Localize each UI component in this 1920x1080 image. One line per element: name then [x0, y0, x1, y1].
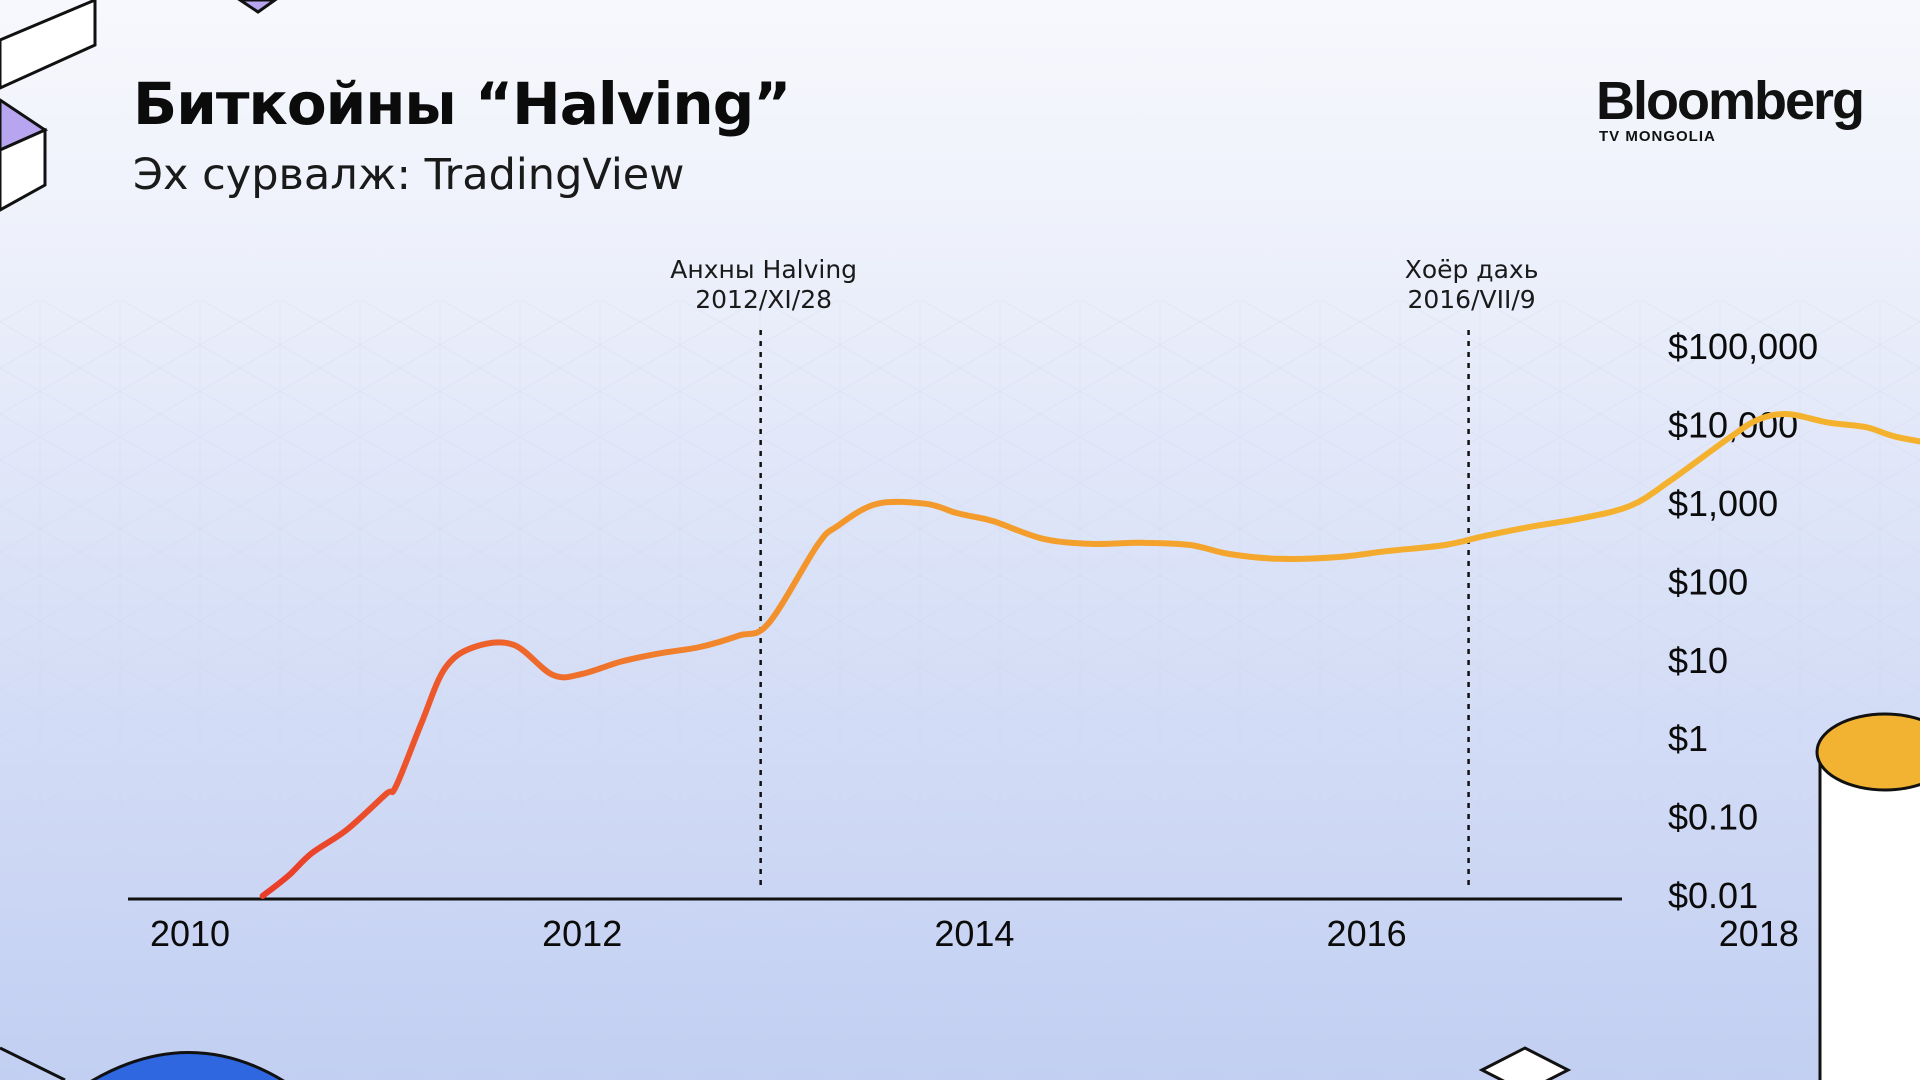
x-tick-label: 2012 — [542, 913, 622, 954]
x-tick-label: 2018 — [1719, 913, 1799, 954]
x-tick-label: 2014 — [934, 913, 1014, 954]
y-tick-label: $1,000 — [1668, 483, 1778, 524]
y-tick-label: $10,000 — [1668, 405, 1798, 446]
x-tick-label: 2016 — [1327, 913, 1407, 954]
y-tick-label: $100,000 — [1668, 326, 1818, 367]
bottom-cube-shape — [1478, 1046, 1572, 1080]
isometric-grid — [0, 300, 1920, 1080]
y-tick-label: $0.01 — [1668, 875, 1758, 916]
y-tick-label: $1 — [1668, 718, 1708, 759]
logo-wordmark: Bloomberg — [1596, 71, 1865, 131]
blue-dome-shape — [0, 1046, 285, 1080]
y-tick-label: $10 — [1668, 640, 1728, 681]
yellow-cylinder-shape — [1815, 712, 1920, 1080]
halving-label-name: Хоёр дахь — [1405, 255, 1539, 284]
chart-source-subtitle: Эх сурвалж: TradingView — [133, 150, 685, 200]
x-tick-label: 2010 — [150, 913, 230, 954]
chart-title: Биткойны “Halving” — [133, 70, 791, 138]
halving-label-name: Анхны Halving — [670, 255, 857, 284]
bitcoin-price-line — [259, 411, 1920, 899]
y-tick-label: $100 — [1668, 561, 1748, 602]
logo-subtext: TV MONGOLIA — [1599, 128, 1716, 145]
top-left-cube-shape — [0, 0, 278, 212]
bloomberg-logo: Bloomberg TV MONGOLIA — [1596, 71, 1865, 145]
halving-label-date: 2012/XI/28 — [695, 285, 832, 314]
y-tick-label: $0.10 — [1668, 797, 1758, 838]
halving-label-date: 2016/VII/9 — [1407, 285, 1535, 314]
